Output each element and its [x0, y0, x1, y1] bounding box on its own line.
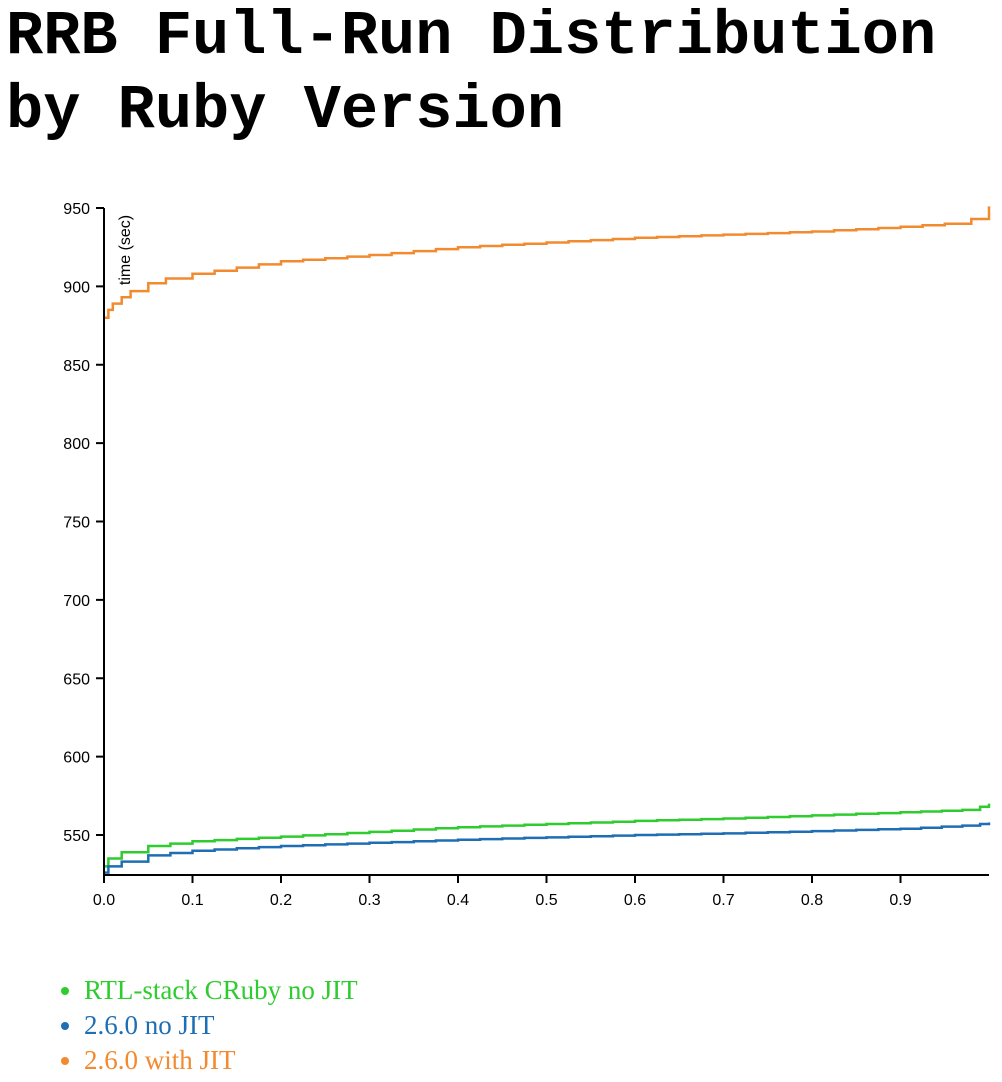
legend: RTL-stack CRuby no JIT 2.6.0 no JIT 2.6.…: [44, 973, 358, 1078]
x-tick-label: 0.2: [270, 892, 292, 909]
y-tick-label: 850: [63, 358, 90, 375]
x-tick-label: 0.8: [801, 892, 823, 909]
x-axis: 0.0 0.1 0.2 0.3 0.4 0.5 0.6 0.7 0.8 0.9: [93, 874, 989, 909]
series-line-1: [104, 822, 991, 874]
y-tick-label: 950: [63, 201, 90, 218]
y-axis-label: time (sec): [117, 215, 134, 285]
series-line-0: [104, 803, 991, 868]
y-axis: 550 600 650 700 750 800 850 900 950: [63, 201, 105, 875]
plot-area: [104, 206, 991, 874]
legend-item-260-no-jit: 2.6.0 no JIT: [84, 1008, 358, 1043]
legend-item-rtl-stack-cruby-no-jit: RTL-stack CRuby no JIT: [84, 973, 358, 1008]
x-tick-label: 0.4: [447, 892, 469, 909]
y-tick-label: 900: [63, 279, 90, 296]
y-tick-label: 600: [63, 750, 90, 767]
series-line-2: [104, 206, 991, 319]
y-tick-label: 800: [63, 436, 90, 453]
legend-label: 2.6.0 with JIT: [84, 1045, 236, 1075]
x-tick-label: 0.7: [712, 892, 734, 909]
x-tick-label: 0.9: [889, 892, 911, 909]
x-tick-label: 0.6: [624, 892, 646, 909]
x-tick-label: 0.0: [93, 892, 115, 909]
legend-item-260-with-jit: 2.6.0 with JIT: [84, 1043, 358, 1078]
x-tick-label: 0.5: [535, 892, 557, 909]
y-tick-label: 750: [63, 515, 90, 532]
legend-label: RTL-stack CRuby no JIT: [84, 975, 358, 1005]
line-chart: 550 600 650 700 750 800 850 900 950 0.0 0.1 0.2 0.3…: [63, 201, 991, 909]
page-title: RRB Full-Run Distribution by Ruby Versio…: [6, 1, 937, 146]
y-tick-label: 700: [63, 593, 90, 610]
y-tick-label: 650: [63, 671, 90, 688]
x-tick-label: 0.3: [358, 892, 380, 909]
x-tick-label: 0.1: [181, 892, 203, 909]
legend-label: 2.6.0 no JIT: [84, 1010, 215, 1040]
y-tick-label: 550: [63, 828, 90, 845]
